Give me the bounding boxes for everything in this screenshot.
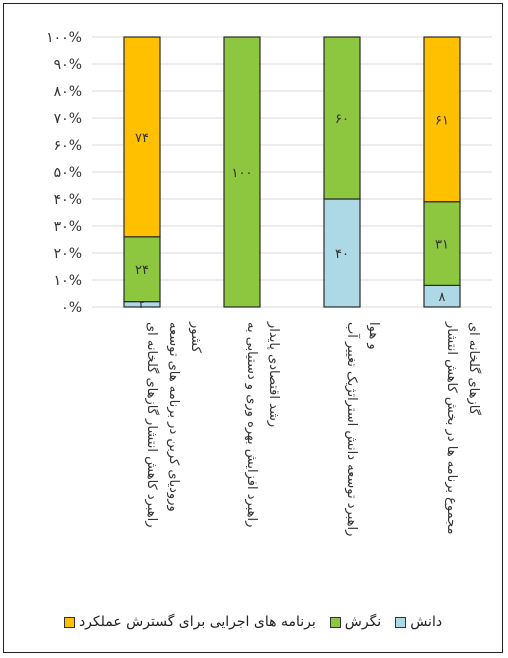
y-tick-label: ۵۰% [54, 165, 82, 181]
category-label: راهبرد کاهش انتشار گازهای گلخانه ای ورودی… [144, 321, 203, 528]
y-tick-label: ۹۰% [54, 57, 82, 73]
category-label-line: و هوا [366, 322, 381, 350]
bar-segment [223, 36, 261, 308]
data-label: ۷۴ [135, 131, 149, 146]
category-label-line: گازهای گلخانه ای [466, 322, 482, 416]
bar-segment [123, 36, 161, 238]
legend-item: دانش [395, 614, 442, 630]
data-label: ۱۰۰ [232, 166, 253, 181]
category-label-line: مجموع برنامه ها در بخش کاهش انتشار [444, 321, 459, 534]
category-label-line: کشور [188, 321, 203, 354]
y-tick-label: ۴۰% [54, 192, 82, 208]
category-label: مجموع برنامه ها در بخش کاهش انتشار گازهای… [444, 321, 482, 534]
y-tick-label: ۶۰% [54, 138, 82, 154]
data-label: ۳۱ [435, 238, 449, 253]
stacked-bar-chart: ۰% ۱۰% ۲۰% ۳۰% ۴۰% ۵۰% ۶۰% ۷۰% ۸۰% ۹۰% ۱۰۰% ۲ ۲۴ ۷۴ را… [46, 30, 492, 536]
category-label: راهبرد افزایش بهره وری و دستیابی به رشد ا… [244, 321, 281, 527]
legend-item: نگرش [329, 614, 382, 630]
category-label: راهبرد توسعه دانش استراتژیک تغییر آب و هو… [344, 322, 381, 536]
data-label: ۸ [439, 290, 446, 305]
data-label: ۶۰ [335, 112, 349, 127]
bar-segment [323, 36, 361, 200]
data-label: ۶۱ [435, 113, 449, 128]
category-label-line: راهبرد افزایش بهره وری و دستیابی به [244, 322, 259, 527]
y-tick-label: ۱۰۰% [46, 30, 82, 46]
category-label-line: ورودیای کربن در برنامه های توسعه [166, 322, 181, 512]
legend-label: برنامه های اجرایی برای گسترش عملکرد [78, 614, 316, 630]
legend-label: دانش [410, 614, 443, 630]
legend-swatch [63, 616, 75, 628]
y-tick-label: ۰% [61, 300, 82, 316]
bar-segment [423, 36, 461, 203]
legend-label: نگرش [344, 614, 382, 630]
data-label: ۴۰ [335, 247, 349, 262]
category-label-line: راهبرد توسعه دانش استراتژیک تغییر آب [344, 322, 361, 536]
legend-item: برنامه های اجرایی برای گسترش عملکرد [63, 614, 316, 630]
y-tick-label: ۸۰% [54, 84, 82, 100]
category-label-line: راهبرد کاهش انتشار گازهای گلخانه ای [144, 322, 160, 528]
y-tick-label: ۷۰% [54, 111, 82, 127]
bar-segment [323, 198, 361, 308]
bar-segment [123, 236, 161, 303]
legend: دانش نگرش برنامه های اجرایی برای گسترش عمل… [4, 614, 502, 630]
category-label-line: رشد اقتصادی پایدار [266, 321, 281, 427]
y-tick-label: ۱۰% [54, 273, 82, 289]
data-label: ۲ [139, 297, 146, 312]
legend-swatch [329, 616, 341, 628]
y-tick-label: ۲۰% [54, 246, 82, 262]
y-tick-label: ۳۰% [54, 219, 82, 235]
data-label: ۲۴ [135, 263, 149, 278]
bar-segment [423, 201, 461, 286]
chart-frame: ۰% ۱۰% ۲۰% ۳۰% ۴۰% ۵۰% ۶۰% ۷۰% ۸۰% ۹۰% ۱۰۰% ۲ ۲۴ ۷۴ را… [3, 3, 503, 653]
legend-swatch [395, 616, 407, 628]
